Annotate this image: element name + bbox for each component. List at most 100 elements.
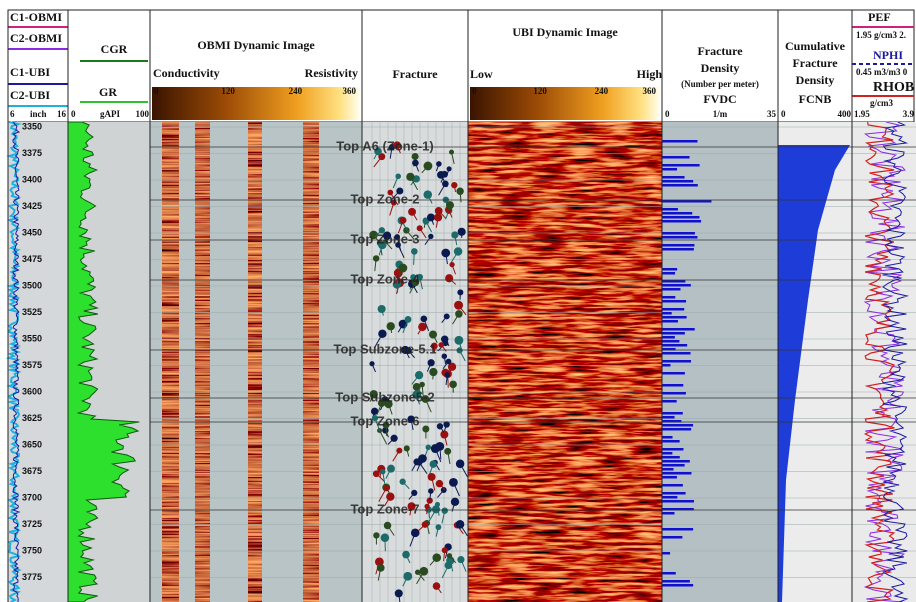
fracture-dip [411,490,417,496]
fracture-dip [445,274,453,282]
fracture-dip [441,336,448,343]
fracture-dip [442,180,449,187]
fracture-dip [421,315,428,322]
fracture-dip [418,323,426,331]
density-bar [662,244,694,247]
density-bar [662,268,677,271]
fracture-dip [380,469,385,474]
density-bar [662,328,695,331]
fracture-dip [447,553,452,558]
fracture-dip [373,255,379,261]
density-bar [662,484,683,487]
density-bar [662,332,685,335]
depth-label: 3750 [22,545,42,555]
depth-label: 3500 [22,280,42,290]
fracture-dip [426,445,432,451]
fracture-dip [405,316,412,323]
density-bar [662,400,677,403]
density-bar [662,284,691,287]
curve-name: GR [99,85,117,99]
fracture-dip [408,208,416,216]
scale-label: g/cm3 [870,98,893,108]
density-bar [662,500,694,503]
fracture-dip [419,567,428,576]
density-bar [662,496,677,499]
fracture-dip [451,231,458,238]
fracture-dip [416,459,423,466]
density-bar [662,584,693,587]
scale-label: 1.95 [854,109,870,119]
scale-label: gAPI [100,109,120,119]
fracture-dip [387,465,395,473]
density-bar [662,412,683,415]
density-bar [662,168,677,171]
zone-label: Top Zone-3 [350,231,419,246]
zone-label: Top Subzone-5.1 [333,341,436,356]
fracture-dip [445,372,451,378]
fracture-dip [456,460,465,469]
density-bar [662,316,687,319]
fracture-dip [440,431,448,439]
depth-label: 3725 [22,519,42,529]
scale-label: 120 [221,86,235,96]
density-bar [662,364,670,367]
track-title: UBI Dynamic Image [512,25,618,39]
fracture-dip [390,435,397,442]
zone-label: Top Zone-2 [350,191,419,206]
density-bar [662,336,675,339]
fracture-dip [404,445,410,451]
density-bar [662,212,692,215]
fracture-dip [403,572,412,581]
density-bar [662,528,693,531]
fracture-dip [436,161,442,167]
fracture-dip [441,249,450,258]
fracture-dip [431,444,440,453]
scale-label: 360 [643,86,657,96]
fracture-dip [454,336,463,345]
zone-label: Top Zone-4 [350,271,420,286]
fracture-dip [429,368,437,376]
density-bar [662,208,678,211]
track-title: Fracture [392,67,438,81]
fracture-dip [412,160,419,167]
scale-label: 0 [665,109,670,119]
header: C1-OBMI C2-OBMI C1-UBI C2-UBI 6 inch 16 … [8,10,915,122]
density-bar [662,180,693,183]
fracture-dip [449,478,458,487]
track-title: FVDC [703,92,736,106]
depth-label: 3675 [22,466,42,476]
fracture-dip [449,381,457,389]
depth-label: 3450 [22,227,42,237]
fracture-dip [423,190,432,199]
scale-label: 0 [472,86,477,96]
fracture-dip [378,330,386,338]
well-log: C1-OBMI C2-OBMI C1-UBI C2-UBI 6 inch 16 … [0,0,916,602]
fracture-dip [437,423,443,429]
depth-label: 3350 [22,121,42,131]
curve-name: PEF [868,10,891,24]
density-bar [662,384,683,387]
density-bar [662,416,675,419]
fracture-dip [433,582,441,590]
fracture-dip [449,262,454,267]
fracture-dip [412,153,419,160]
fracture-dip [377,564,385,572]
fracture-dip [395,173,401,179]
depth-label: 3550 [22,333,42,343]
fracture-dip [451,182,457,188]
density-bar [662,220,701,223]
fracture-dip [402,551,410,559]
density-bar [662,344,687,347]
depth-label: 3650 [22,439,42,449]
depth-label: 3625 [22,413,42,423]
fracture-dip [373,532,379,538]
fracture-dip [396,448,402,454]
density-bar [662,424,693,427]
fracture-dip [428,234,433,239]
fracture-dip [457,289,463,295]
fracture-dip [428,488,434,494]
density-bar [662,392,686,395]
fracture-dip [400,217,407,224]
density-bar [662,232,695,235]
fracture-dip [424,162,433,171]
